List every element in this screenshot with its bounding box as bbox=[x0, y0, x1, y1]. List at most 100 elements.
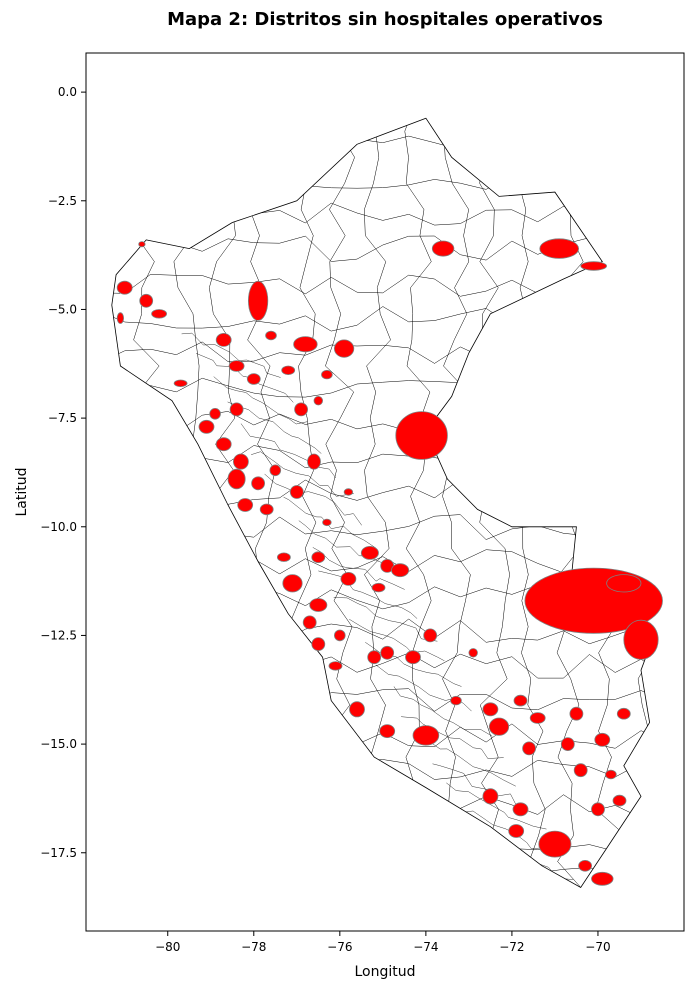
district-without-hospital bbox=[307, 453, 321, 470]
y-tick-label: −17.5 bbox=[40, 846, 77, 860]
district-without-hospital bbox=[508, 824, 525, 838]
district-line bbox=[111, 479, 654, 505]
district-without-hospital bbox=[379, 724, 396, 738]
y-tick-label: −7.5 bbox=[48, 411, 77, 425]
district-without-hospital bbox=[405, 650, 421, 665]
district-without-hospital bbox=[198, 419, 215, 434]
district-line bbox=[111, 118, 122, 888]
y-tick-label: −5.0 bbox=[48, 302, 77, 316]
district-line bbox=[393, 686, 493, 737]
district-line bbox=[432, 763, 526, 808]
district-line bbox=[479, 118, 510, 888]
district-without-hospital bbox=[302, 615, 317, 630]
plot-frame bbox=[85, 52, 685, 932]
district-line bbox=[111, 445, 654, 471]
district-without-hospital bbox=[229, 402, 244, 417]
x-tick-label: −74 bbox=[413, 940, 438, 954]
district-line bbox=[111, 827, 654, 853]
district-line bbox=[213, 376, 308, 425]
district-without-hospital bbox=[538, 830, 572, 858]
district-without-hospital bbox=[251, 476, 266, 491]
district-without-hospital bbox=[343, 488, 354, 496]
district-without-hospital bbox=[349, 701, 365, 718]
district-line bbox=[111, 793, 654, 818]
district-line bbox=[111, 305, 654, 332]
district-without-hospital bbox=[246, 373, 261, 385]
district-without-hospital bbox=[513, 694, 528, 707]
district-without-hospital bbox=[282, 574, 303, 593]
district-without-hospital bbox=[367, 650, 382, 665]
district-borders bbox=[111, 118, 654, 888]
district-without-hospital bbox=[591, 802, 605, 817]
district-line bbox=[111, 131, 654, 158]
district-without-hospital bbox=[578, 859, 592, 872]
district-without-hospital bbox=[594, 732, 611, 747]
country-border bbox=[111, 117, 655, 889]
district-without-hospital bbox=[209, 407, 221, 420]
district-line bbox=[240, 423, 337, 479]
district-line bbox=[446, 782, 547, 830]
district-without-hospital bbox=[173, 379, 188, 387]
district-without-hospital bbox=[248, 280, 269, 321]
district-without-hospital bbox=[333, 339, 355, 358]
district-line bbox=[111, 340, 654, 364]
district-without-hospital bbox=[116, 280, 133, 295]
district-without-hospital bbox=[328, 661, 343, 671]
country-outline bbox=[111, 117, 655, 889]
district-without-hospital bbox=[423, 628, 438, 643]
y-tick-label: −2.5 bbox=[48, 194, 77, 208]
district-without-hospital bbox=[569, 706, 584, 721]
district-line bbox=[365, 642, 462, 687]
district-without-hospital bbox=[322, 518, 332, 527]
district-line bbox=[634, 118, 654, 888]
y-axis-ticks: 0.0 −2.5 −5.0 −7.5 −10.0 −12.5 −15.0 −17.5 bbox=[40, 85, 86, 860]
district-without-hospital bbox=[228, 360, 245, 372]
district-without-hospital bbox=[151, 309, 168, 319]
district-without-hospital bbox=[605, 769, 617, 780]
district-line bbox=[181, 332, 281, 378]
chart-title: Mapa 2: Distritos sin hospitales operati… bbox=[167, 9, 603, 30]
district-line bbox=[333, 597, 438, 642]
district-without-hospital bbox=[340, 572, 357, 586]
district-line bbox=[169, 118, 200, 888]
district-without-hospital bbox=[512, 802, 529, 817]
district-line bbox=[595, 118, 626, 888]
district-without-hospital bbox=[294, 402, 309, 417]
x-axis-ticks: −80 −78 −76 −74 −72 −70 bbox=[155, 931, 611, 954]
district-without-hospital bbox=[529, 712, 546, 724]
district-line bbox=[419, 737, 516, 787]
district-without-hospital bbox=[333, 629, 346, 642]
district-line bbox=[264, 473, 362, 526]
district-without-hospital bbox=[431, 240, 455, 257]
district-without-hospital bbox=[138, 241, 146, 248]
district-without-hospital bbox=[580, 261, 607, 271]
district-without-hospital bbox=[313, 396, 324, 406]
district-without-hospital bbox=[227, 468, 246, 490]
district-without-hospital bbox=[232, 453, 249, 470]
district-line bbox=[111, 166, 654, 191]
district-without-hospital bbox=[371, 582, 386, 593]
district-line bbox=[111, 118, 654, 123]
district-without-hospital bbox=[482, 788, 499, 805]
y-tick-label: −12.5 bbox=[40, 628, 77, 642]
x-tick-label: −80 bbox=[155, 940, 180, 954]
district-line bbox=[404, 118, 432, 888]
district-without-hospital bbox=[269, 464, 282, 477]
district-line bbox=[497, 878, 596, 888]
district-without-hospital bbox=[289, 485, 304, 499]
district-line bbox=[251, 451, 354, 497]
district-without-hospital bbox=[591, 871, 614, 886]
district-line bbox=[298, 520, 394, 571]
district-line bbox=[111, 409, 654, 435]
district-without-hospital bbox=[360, 546, 379, 560]
district-without-hospital bbox=[321, 369, 333, 380]
district-without-hospital bbox=[560, 737, 575, 751]
district-line bbox=[312, 547, 405, 590]
district-line bbox=[349, 619, 445, 661]
district-without-hospital bbox=[215, 332, 232, 347]
y-axis-label: Latitud bbox=[14, 467, 30, 516]
district-without-hospital bbox=[450, 695, 462, 706]
district-without-hospital bbox=[468, 648, 478, 658]
